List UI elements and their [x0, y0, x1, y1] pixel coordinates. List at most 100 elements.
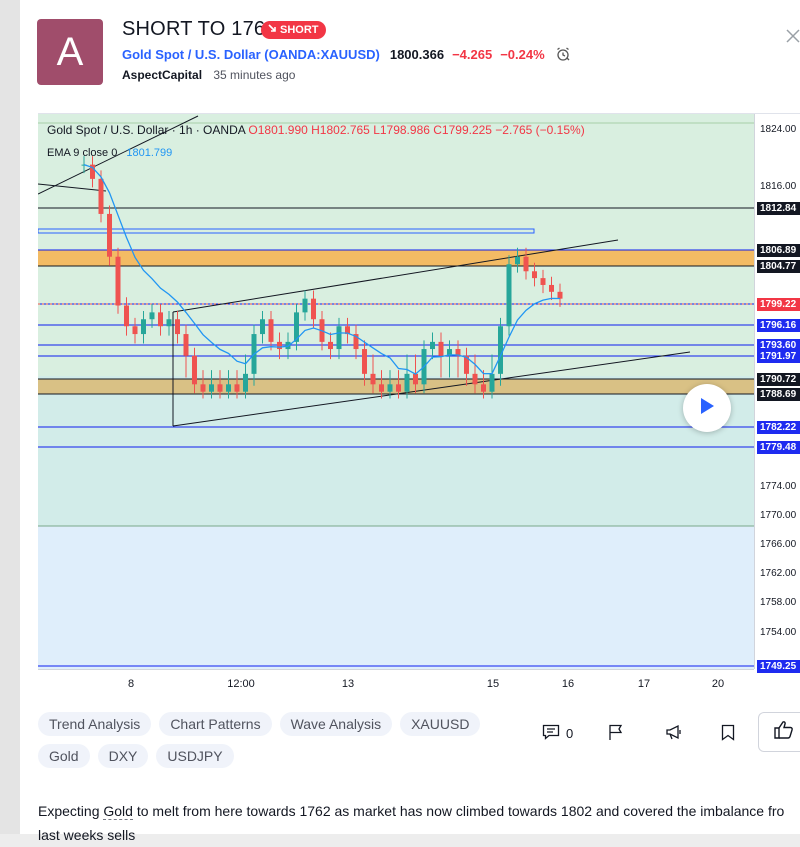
bookmark-icon[interactable]: [721, 724, 735, 746]
channel-upper-line: [172, 239, 619, 313]
symbol-link[interactable]: Gold Spot / U.S. Dollar (OANDA:XAUUSD): [122, 46, 380, 62]
candle-body: [396, 384, 401, 392]
price-level-label: 1799.22: [757, 298, 800, 311]
price-axis-tick: 1816.00: [760, 181, 797, 192]
tag-gold[interactable]: Gold: [38, 744, 90, 768]
badge-label: SHORT: [280, 24, 319, 36]
candle-body: [166, 319, 172, 327]
trend-line-left-2: [38, 183, 107, 192]
price-level-label: 1793.60: [757, 339, 800, 352]
candle-body: [362, 349, 367, 374]
price-level-label: 1779.48: [757, 441, 800, 454]
avatar-letter: A: [56, 29, 84, 74]
candle-body: [183, 334, 189, 356]
tag-trend-analysis[interactable]: Trend Analysis: [38, 712, 152, 736]
price-level-label: 1791.97: [757, 350, 800, 363]
megaphone-icon[interactable]: [665, 724, 683, 746]
symbol-line: Gold Spot / U.S. Dollar (OANDA:XAUUSD) 1…: [122, 46, 571, 62]
price-axis-tick: 1766.00: [760, 539, 797, 550]
candle-body: [345, 326, 350, 335]
candle-body: [430, 341, 435, 350]
candle-body: [438, 341, 444, 356]
candle-body: [540, 278, 546, 285]
close-icon[interactable]: [786, 26, 800, 49]
candle-body: [464, 355, 469, 374]
author-name[interactable]: AspectCapital: [122, 68, 203, 82]
trend-line-left: [38, 115, 199, 195]
price-level-label: 1796.16: [757, 319, 800, 332]
tag-usdjpy[interactable]: USDJPY: [156, 744, 234, 768]
time-axis-tick: 17: [637, 678, 651, 690]
time-axis-tick: 13: [341, 678, 355, 690]
candle-body: [328, 341, 333, 350]
zone-mid-teal: [38, 376, 754, 526]
time-axis-tick: 12:00: [227, 678, 255, 690]
candle-body: [226, 384, 231, 392]
price-axis-tick: 1824.00: [760, 124, 797, 135]
candle-body: [243, 373, 248, 392]
price-change-percent: −0.24%: [500, 46, 545, 62]
candle-body: [370, 373, 376, 385]
candle-body: [498, 326, 503, 374]
candle-body: [200, 384, 206, 392]
desc-text-after: to melt from here towards 1762 as market…: [132, 803, 785, 819]
time-axis-tick: 16: [561, 678, 575, 690]
chart-snapshot[interactable]: Gold Spot / U.S. Dollar · 1h · OANDA O18…: [38, 113, 800, 696]
price-axis-tick: 1774.00: [760, 481, 797, 492]
candle-body: [472, 373, 478, 385]
candle-body: [98, 178, 104, 214]
candle-body: [379, 384, 384, 392]
like-button[interactable]: [758, 712, 800, 752]
candle-body: [311, 298, 316, 320]
chart-plot-area[interactable]: Gold Spot / U.S. Dollar · 1h · OANDA O18…: [38, 114, 754, 669]
chart-svg: [38, 114, 754, 669]
chart-legend: Gold Spot / U.S. Dollar · 1h · OANDA O18…: [47, 123, 585, 137]
zone-supply: [38, 250, 754, 266]
ema-label: EMA 9 close 0: [47, 147, 118, 159]
time-axis-tick: 15: [486, 678, 500, 690]
author-avatar[interactable]: A: [37, 19, 103, 85]
arrow-down-right-icon: [268, 24, 277, 36]
idea-card: A SHORT TO 1762 SHORT Gold Spot / U.S. D…: [20, 0, 800, 843]
candle-body: [455, 349, 461, 356]
candle-body: [115, 256, 121, 306]
time-axis-tick: 8: [127, 678, 135, 690]
channel-lower-line: [172, 351, 691, 427]
comments-button[interactable]: 0: [542, 724, 573, 743]
candle-body: [260, 319, 265, 335]
candle-body: [302, 298, 308, 313]
price-level-label: 1782.22: [757, 421, 800, 434]
price-level-label: 1806.89: [757, 244, 800, 257]
price-axis-tick: 1762.00: [760, 568, 797, 579]
tag-list: Trend Analysis Chart Patterns Wave Analysi…: [38, 712, 538, 768]
idea-description: Expecting Gold to melt from here towards…: [38, 799, 800, 847]
publish-time: 35 minutes ago: [213, 68, 296, 82]
candle-body: [353, 334, 359, 350]
alarm-clock-icon[interactable]: [555, 46, 571, 62]
idea-title: SHORT TO 1762: [122, 18, 277, 40]
candle-body: [515, 256, 520, 265]
gold-symbol-link[interactable]: Gold: [103, 803, 133, 820]
price-level-label: 1804.77: [757, 260, 800, 273]
tag-chart-patterns[interactable]: Chart Patterns: [159, 712, 272, 736]
flag-icon[interactable]: [608, 724, 624, 746]
legend-symbol: Gold Spot / U.S. Dollar · 1h · OANDA: [47, 123, 246, 137]
price-change: −4.265: [452, 46, 493, 62]
drawn-rectangle: [38, 228, 535, 234]
candle-body: [387, 384, 393, 392]
play-button[interactable]: [683, 384, 731, 432]
desc-text-before: Expecting: [38, 803, 104, 819]
price-axis[interactable]: 1824.00 1816.00 1774.00 1770.00 1766.00 1762.…: [754, 114, 800, 673]
description-line-1: Expecting Gold to melt from here towards…: [38, 799, 800, 823]
tag-wave-analysis[interactable]: Wave Analysis: [279, 712, 393, 736]
tag-xauusd[interactable]: XAUUSD: [400, 712, 481, 736]
candle-body: [413, 373, 418, 385]
time-axis[interactable]: 8 12:00 13 15 16 17 20: [38, 669, 754, 696]
candle-body: [175, 319, 180, 335]
tag-dxy[interactable]: DXY: [97, 744, 149, 768]
candle-body: [557, 291, 563, 299]
short-badge: SHORT: [261, 21, 326, 39]
candle-body: [192, 355, 197, 385]
price-level-label: 1788.69: [757, 388, 800, 401]
price-axis-tick: 1754.00: [760, 627, 797, 638]
